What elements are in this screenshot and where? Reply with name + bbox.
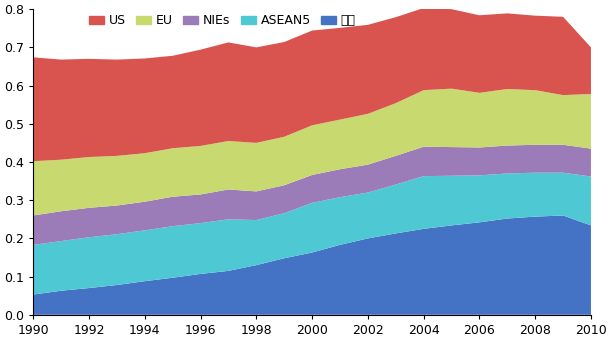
Legend: US, EU, NIEs, ASEAN5, 中国: US, EU, NIEs, ASEAN5, 中国 [84,9,361,32]
